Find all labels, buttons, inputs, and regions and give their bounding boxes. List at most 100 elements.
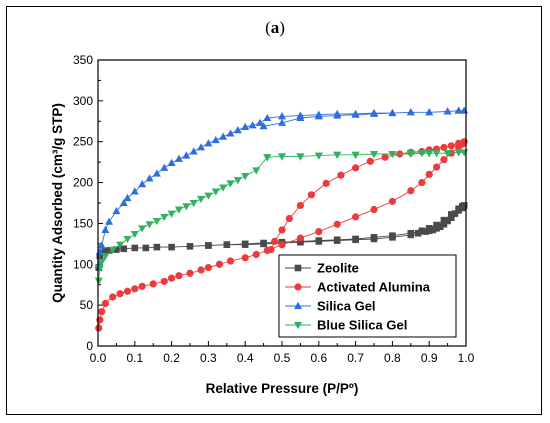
- data-point-zeolite: [429, 226, 437, 234]
- data-point-silica-gel: [370, 109, 378, 117]
- legend-label-zeolite: Zeolite: [317, 261, 359, 276]
- x-tick-label: 0.6: [310, 351, 327, 365]
- data-point-activated-alumina: [432, 163, 441, 171]
- data-point-blue-silica-gel: [94, 277, 103, 285]
- data-point-blue-silica-gel: [204, 192, 213, 200]
- figure-frame: [6, 6, 542, 415]
- data-point-zeolite: [352, 235, 359, 243]
- data-point-activated-alumina: [109, 293, 117, 301]
- data-point-activated-alumina: [296, 234, 304, 242]
- legend-box: [278, 254, 457, 338]
- data-point-zeolite: [414, 229, 422, 237]
- data-point-blue-silica-gel: [233, 177, 242, 185]
- data-point-zeolite: [444, 217, 451, 225]
- data-point-activated-alumina: [131, 285, 139, 293]
- legend-marker-blue-silica-gel: [294, 322, 302, 330]
- data-point-silica-gel: [454, 106, 463, 114]
- legend-marker-activated-alumina: [294, 283, 302, 291]
- data-point-activated-alumina: [226, 257, 235, 265]
- data-point-silica-gel: [406, 108, 415, 116]
- x-tick-label: 0.0: [90, 351, 107, 365]
- data-point-activated-alumina: [315, 228, 323, 236]
- data-point-activated-alumina: [215, 260, 224, 268]
- data-point-blue-silica-gel: [432, 150, 441, 158]
- data-point-blue-silica-gel: [425, 150, 434, 158]
- data-point-silica-gel: [152, 169, 161, 177]
- legend-marker-zeolite: [294, 264, 302, 272]
- data-point-activated-alumina: [337, 171, 345, 179]
- x-tick-label: 0.9: [421, 351, 438, 365]
- axis-ticks: 0.0 0.1 0.2 0.3 0.4 0.5 0.6 0.7 0.8 0.9 1.0 0 50 100 1…: [73, 53, 475, 365]
- data-point-blue-silica-gel: [108, 246, 117, 254]
- data-point-blue-silica-gel: [388, 150, 397, 159]
- data-point-blue-silica-gel: [370, 150, 378, 159]
- data-point-silica-gel: [443, 107, 452, 115]
- data-point-zeolite: [440, 216, 448, 224]
- data-point-silica-gel: [189, 147, 198, 155]
- data-point-zeolite: [168, 243, 175, 251]
- data-point-silica-gel: [425, 108, 434, 116]
- data-point-silica-gel: [211, 135, 220, 144]
- data-point-zeolite: [186, 243, 194, 250]
- data-point-activated-alumina: [381, 153, 389, 161]
- data-point-silica-gel: [204, 139, 213, 147]
- data-point-silica-gel: [248, 121, 257, 129]
- panel-label: (a): [265, 18, 285, 37]
- data-point-zeolite: [315, 237, 323, 244]
- data-point-silica-gel: [167, 158, 176, 166]
- data-point-silica-gel: [130, 187, 139, 195]
- data-point-zeolite: [436, 223, 444, 230]
- data-point-activated-alumina: [278, 241, 286, 249]
- data-point-activated-alumina: [440, 156, 448, 164]
- data-point-silica-gel: [138, 180, 147, 188]
- data-point-activated-alumina: [95, 324, 103, 332]
- data-point-activated-alumina: [322, 179, 330, 187]
- data-point-activated-alumina: [149, 280, 157, 288]
- data-point-silica-gel: [278, 112, 286, 120]
- data-point-silica-gel: [174, 154, 183, 162]
- data-point-activated-alumina: [160, 277, 168, 286]
- data-point-zeolite: [333, 236, 341, 244]
- data-point-silica-gel: [333, 111, 342, 119]
- legend-label-activated-alumina: Activated Alumina: [317, 280, 431, 295]
- y-tick-label: 350: [73, 53, 93, 67]
- x-tick-label: 0.3: [200, 351, 217, 365]
- data-point-activated-alumina: [407, 187, 415, 195]
- data-point-activated-alumina: [425, 170, 433, 178]
- data-point-activated-alumina: [241, 254, 249, 262]
- data-point-blue-silica-gel: [189, 200, 198, 208]
- data-point-zeolite: [433, 221, 440, 229]
- data-point-zeolite: [153, 243, 161, 251]
- data-point-activated-alumina: [204, 263, 212, 272]
- data-point-activated-alumina: [197, 266, 205, 274]
- data-point-blue-silica-gel: [351, 151, 360, 159]
- data-point-zeolite: [102, 247, 109, 255]
- data-point-blue-silica-gel: [174, 206, 183, 214]
- data-point-activated-alumina: [307, 191, 316, 199]
- y-tick-label: 150: [73, 216, 93, 230]
- data-point-silica-gel: [119, 198, 128, 206]
- data-point-blue-silica-gel: [252, 167, 261, 175]
- data-point-blue-silica-gel: [406, 150, 415, 158]
- series-blue-silica-gel: [94, 149, 469, 285]
- data-point-zeolite: [223, 241, 231, 248]
- data-point-activated-alumina: [285, 214, 293, 223]
- data-point-zeolite: [425, 225, 433, 232]
- data-point-activated-alumina: [101, 299, 109, 308]
- data-point-zeolite: [407, 229, 415, 237]
- data-point-activated-alumina: [186, 269, 194, 277]
- data-point-activated-alumina: [96, 316, 104, 324]
- data-point-blue-silica-gel: [333, 151, 342, 159]
- data-point-blue-silica-gel: [130, 231, 139, 239]
- data-point-silica-gel: [278, 118, 286, 126]
- data-point-silica-gel: [263, 113, 272, 122]
- data-point-blue-silica-gel: [314, 152, 323, 160]
- data-point-blue-silica-gel: [296, 153, 305, 161]
- data-point-silica-gel: [145, 174, 154, 182]
- data-point-blue-silica-gel: [211, 188, 220, 196]
- data-point-activated-alumina: [455, 139, 463, 147]
- data-point-activated-alumina: [370, 205, 378, 214]
- data-point-silica-gel: [296, 113, 305, 122]
- data-point-activated-alumina: [138, 282, 146, 290]
